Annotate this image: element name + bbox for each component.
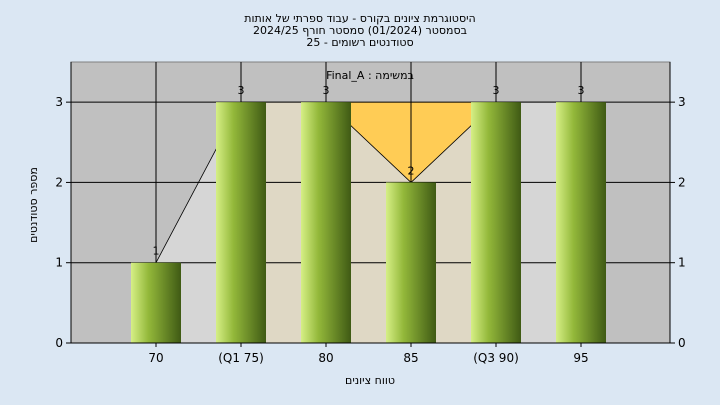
- x-tick-label-2: (Q1 75): [218, 351, 264, 365]
- x-tick-label-6: 95: [573, 351, 588, 365]
- data-label-1: 1: [153, 245, 160, 258]
- y-tick-label-right: 3: [678, 95, 686, 109]
- y-tick-label-left: 0: [55, 336, 63, 350]
- data-label-2: 3: [238, 84, 245, 97]
- bar-3: [301, 102, 351, 344]
- x-axis-label: טווח ציונים: [345, 374, 395, 387]
- x-tick-label-5: (Q3 90): [473, 351, 519, 365]
- axes-layer: 0 0 1 1 2 2 3 3 70 (Q1 75) 80 85 (Q3 90) 95: [55, 62, 686, 365]
- x-tick-label-4: 85: [403, 351, 418, 365]
- bar-6: [556, 102, 606, 344]
- y-tick-label-right: 1: [678, 256, 686, 270]
- chart-title-line-3: סטודנטים רשומים - 25: [306, 36, 413, 49]
- y-tick-label-left: 2: [55, 175, 63, 189]
- y-axis-label: מספר סטודנטים: [27, 167, 40, 243]
- y-tick-label-right: 0: [678, 336, 686, 350]
- data-label-3: 3: [323, 84, 330, 97]
- bar-1: [131, 262, 181, 343]
- chart-title-line-2: בסמסטר (01/2024) סמסטר חורף 2024/25: [253, 24, 467, 37]
- chart-title-line-1: היסטוגרמת ציונים בקורס - עבוד ספרתי של א…: [244, 12, 475, 25]
- series-label: במשימה : Final_A: [326, 69, 414, 82]
- data-label-6: 3: [578, 84, 585, 97]
- bar-2: [216, 102, 266, 344]
- bars-layer: 1 3 3 2 3 3: [131, 84, 606, 344]
- bar-4: [386, 182, 436, 343]
- y-tick-label-right: 2: [678, 175, 686, 189]
- x-tick-label-1: 70: [148, 351, 163, 365]
- data-label-4: 2: [408, 164, 415, 177]
- y-tick-label-left: 3: [55, 95, 63, 109]
- x-tick-label-3: 80: [318, 351, 333, 365]
- data-label-5: 3: [493, 84, 500, 97]
- bar-5: [471, 102, 521, 344]
- y-tick-label-left: 1: [55, 256, 63, 270]
